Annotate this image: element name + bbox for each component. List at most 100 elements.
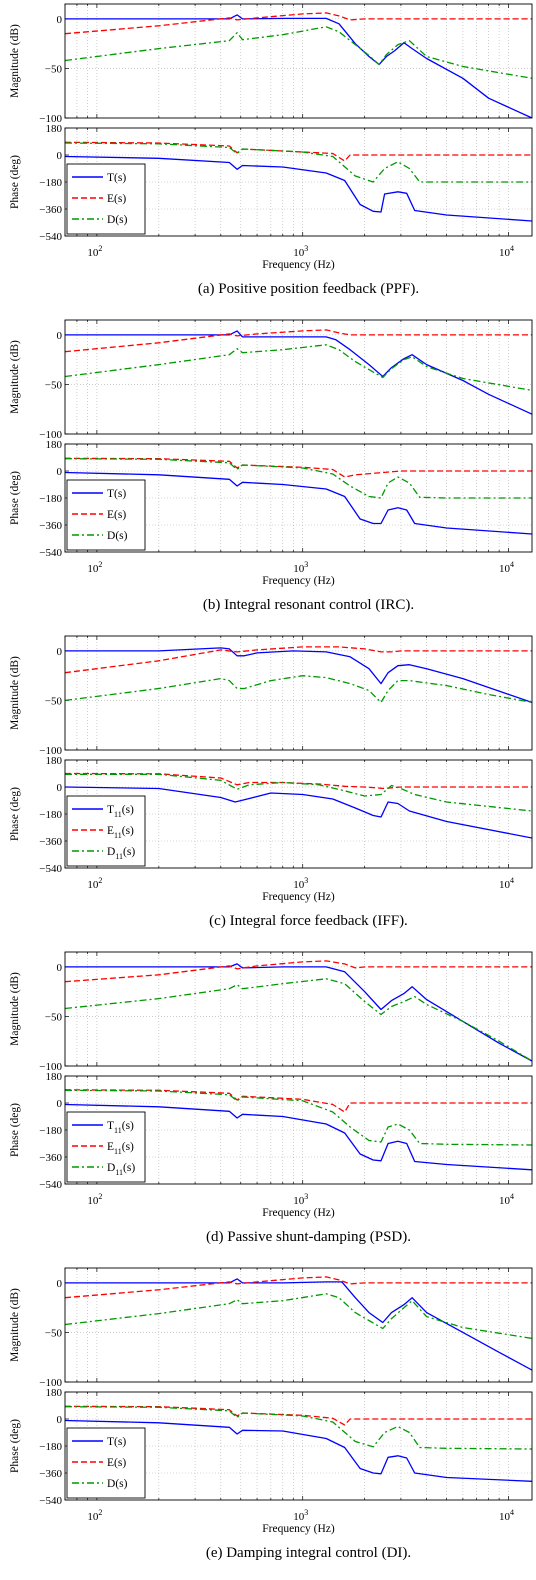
series-line-t11s bbox=[65, 786, 532, 839]
legend-label: T(s) bbox=[107, 488, 126, 500]
y-axis-label: Phase (deg) bbox=[9, 155, 21, 209]
y-tick-label: −100 bbox=[39, 745, 62, 757]
series-line-d11s bbox=[65, 675, 532, 704]
series-line-t11s bbox=[65, 647, 532, 704]
y-tick-label: −360 bbox=[39, 1152, 62, 1164]
magnitude-panel: 0 −50 −100 Magnitude (dB) bbox=[9, 635, 533, 757]
axes-frame bbox=[64, 635, 533, 751]
axes-frame bbox=[64, 127, 533, 237]
x-tick-label: 102 bbox=[87, 1192, 102, 1207]
y-axis-label: Magnitude (dB) bbox=[9, 340, 21, 414]
phase-panel: 180 0 −180 −360 −540 Phase (deg) T(s) E(s) D(s) bbox=[9, 1387, 533, 1507]
chart-0: 0 −50 −100 Magnitude (dB) 180 0 −180 −360 −540 Ph… bbox=[9, 3, 533, 297]
axes-frame bbox=[64, 759, 533, 869]
legend-box bbox=[66, 1427, 146, 1499]
series-line-ds bbox=[65, 26, 532, 79]
y-axis-label: Magnitude (dB) bbox=[9, 1288, 21, 1362]
phase-panel: 180 0 −180 −360 −540 Phase (deg) T11(s) E11(s) D… bbox=[9, 755, 533, 875]
y-tick-label: 0 bbox=[57, 646, 63, 658]
legend-box bbox=[66, 1111, 146, 1183]
y-tick-label: 0 bbox=[57, 330, 63, 342]
series-line-es bbox=[65, 141, 532, 162]
legend-label: T11(s) bbox=[107, 804, 134, 819]
y-axis-label: Phase (deg) bbox=[9, 1103, 21, 1157]
y-tick-label: 180 bbox=[46, 439, 63, 451]
y-tick-label: −180 bbox=[39, 809, 62, 821]
legend-label: T11(s) bbox=[107, 1120, 134, 1135]
x-tick-label: 103 bbox=[293, 560, 308, 575]
y-tick-label: 0 bbox=[57, 14, 63, 26]
series-line-es bbox=[65, 329, 532, 353]
y-tick-label: 180 bbox=[46, 755, 63, 767]
chart-3: 0 −50 −100 Magnitude (dB) 180 0 −180 −360 −540 Ph… bbox=[9, 951, 533, 1245]
x-axis-label: Frequency (Hz) bbox=[262, 259, 335, 271]
figure-caption: (e) Damping integral control (DI). bbox=[206, 1545, 411, 1561]
y-tick-label: −360 bbox=[39, 836, 62, 848]
legend-label: T(s) bbox=[107, 172, 126, 184]
x-tick-label: 103 bbox=[293, 1508, 308, 1523]
legend: T(s) E(s) D(s) bbox=[66, 1427, 146, 1499]
x-tick-label: 102 bbox=[87, 876, 102, 891]
y-axis-label: Magnitude (dB) bbox=[9, 972, 21, 1046]
y-axis-label: Magnitude (dB) bbox=[9, 656, 21, 730]
y-tick-label: −360 bbox=[39, 1468, 62, 1480]
series-line-ts bbox=[65, 1419, 532, 1482]
y-tick-label: −540 bbox=[39, 547, 62, 559]
series-line-e11s bbox=[65, 646, 532, 674]
x-tick-label: 103 bbox=[293, 876, 308, 891]
legend-label: E(s) bbox=[107, 509, 126, 521]
y-tick-label: −100 bbox=[39, 1377, 62, 1389]
y-tick-label: −360 bbox=[39, 204, 62, 216]
series-line-ts bbox=[65, 1278, 532, 1371]
y-tick-label: 180 bbox=[46, 1387, 63, 1399]
series-line-e11s bbox=[65, 772, 532, 790]
y-tick-label: 0 bbox=[57, 150, 63, 162]
chart-4: 0 −50 −100 Magnitude (dB) 180 0 −180 −360 −540 Ph… bbox=[9, 1267, 533, 1561]
plot-background bbox=[65, 952, 532, 1066]
x-axis-label: Frequency (Hz) bbox=[262, 575, 335, 587]
y-tick-label: −100 bbox=[39, 429, 62, 441]
series-line-e11s bbox=[65, 1089, 532, 1113]
y-tick-label: −180 bbox=[39, 493, 62, 505]
legend-label: D(s) bbox=[107, 214, 128, 226]
x-axis-label: Frequency (Hz) bbox=[262, 1207, 335, 1219]
magnitude-panel: 0 −50 −100 Magnitude (dB) bbox=[9, 951, 533, 1073]
figure-caption: (d) Passive shunt-damping (PSD). bbox=[206, 1229, 411, 1245]
legend: T(s) E(s) D(s) bbox=[66, 479, 146, 551]
figure-caption: (b) Integral resonant control (IRC). bbox=[203, 597, 414, 613]
x-tick-label: 104 bbox=[499, 876, 514, 891]
plot-background bbox=[65, 4, 532, 118]
axes-frame bbox=[64, 951, 533, 1067]
legend-label: E(s) bbox=[107, 193, 126, 205]
figure-caption: (a) Positive position feedback (PPF). bbox=[198, 281, 419, 297]
x-axis-label: Frequency (Hz) bbox=[262, 1523, 335, 1535]
y-tick-label: −50 bbox=[45, 379, 63, 391]
x-tick-label: 102 bbox=[87, 1508, 102, 1523]
x-axis-label: Frequency (Hz) bbox=[262, 891, 335, 903]
axes-frame bbox=[64, 1391, 533, 1501]
y-tick-label: −180 bbox=[39, 1125, 62, 1137]
plot-background bbox=[65, 636, 532, 750]
series-line-ts bbox=[65, 471, 532, 535]
legend-label: D11(s) bbox=[107, 1162, 135, 1177]
x-tick-label: 104 bbox=[499, 1508, 514, 1523]
y-tick-label: 180 bbox=[46, 123, 63, 135]
series-line-t11s bbox=[65, 963, 532, 1062]
legend-box bbox=[66, 795, 146, 867]
y-tick-label: −50 bbox=[45, 695, 63, 707]
series-line-d11s bbox=[65, 978, 532, 1062]
y-tick-label: 0 bbox=[57, 782, 63, 794]
y-tick-label: 180 bbox=[46, 1071, 63, 1083]
legend: T(s) E(s) D(s) bbox=[66, 163, 146, 235]
series-line-es bbox=[65, 12, 532, 35]
legend-label: D11(s) bbox=[107, 846, 135, 861]
axes-frame bbox=[64, 1075, 533, 1185]
x-tick-label: 104 bbox=[499, 244, 514, 259]
series-line-ts bbox=[65, 155, 532, 222]
y-tick-label: 0 bbox=[57, 1098, 63, 1110]
axes-frame bbox=[64, 443, 533, 553]
plot-background bbox=[65, 1268, 532, 1382]
y-tick-label: −180 bbox=[39, 177, 62, 189]
magnitude-panel: 0 −50 −100 Magnitude (dB) bbox=[9, 319, 533, 441]
